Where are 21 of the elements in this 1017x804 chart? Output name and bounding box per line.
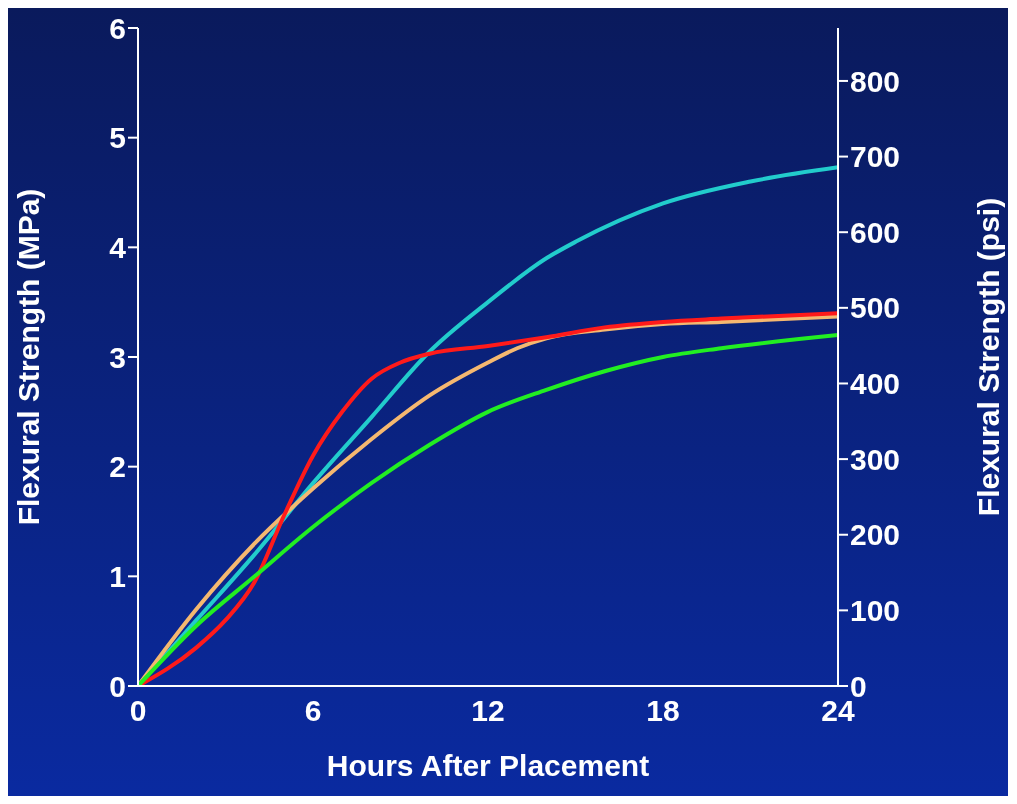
x-tick-label: 12 [471,694,505,728]
y2-tick-label: 600 [850,215,901,249]
y2-tick-label: 300 [850,442,901,476]
x-tick-label: 18 [646,694,680,728]
y-tick-label: 1 [109,559,126,593]
y2-tick-label: 400 [850,367,901,401]
y2-tick-label: 800 [850,64,901,98]
y2-axis-title: Flexural Strength (psi) [971,197,1005,517]
y-tick-label: 5 [109,121,126,155]
y2-tick-label: 200 [850,518,901,552]
y2-tick-label: 500 [850,291,901,325]
y-tick-label: 0 [109,669,126,703]
y2-tick-label: 100 [850,594,901,628]
x-tick-label: 6 [304,694,322,728]
y-tick-label: 6 [109,11,126,45]
x-axis-title: Hours After Placement [326,749,650,782]
y2-tick-label: 700 [850,140,901,174]
y-tick-label: 2 [109,450,126,484]
y-axis-title: Flexural Strength (MPa) [11,188,45,526]
y-tick-label: 4 [109,230,127,264]
y-tick-label: 3 [109,340,126,374]
